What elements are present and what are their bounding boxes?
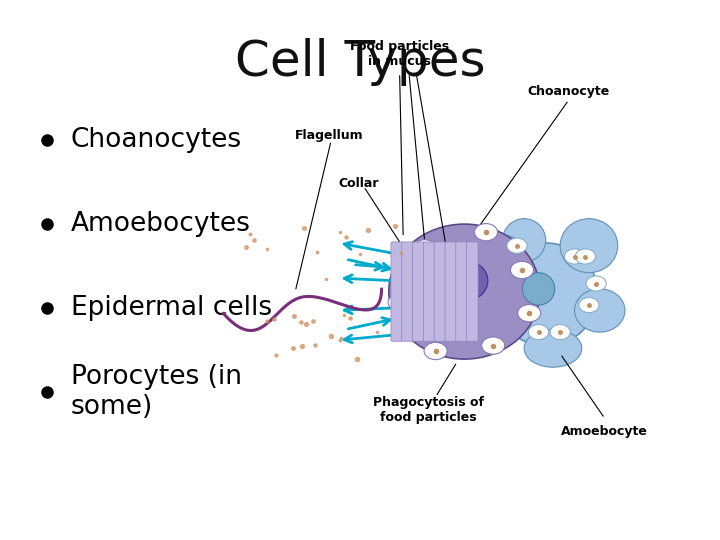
Text: Food particles
in mucus: Food particles in mucus — [350, 40, 449, 68]
Ellipse shape — [522, 273, 554, 305]
Circle shape — [413, 240, 436, 257]
FancyBboxPatch shape — [467, 242, 478, 341]
Ellipse shape — [448, 262, 488, 300]
Circle shape — [550, 325, 570, 340]
Text: Collar: Collar — [338, 177, 379, 190]
Circle shape — [564, 249, 585, 264]
Ellipse shape — [524, 329, 582, 367]
Text: Phagocytosis of
food particles: Phagocytosis of food particles — [373, 396, 484, 424]
FancyBboxPatch shape — [456, 242, 467, 341]
Text: Cell Types: Cell Types — [235, 38, 485, 86]
Circle shape — [424, 342, 447, 360]
FancyBboxPatch shape — [434, 242, 446, 341]
FancyBboxPatch shape — [413, 242, 424, 341]
Circle shape — [482, 337, 505, 354]
Ellipse shape — [575, 289, 625, 332]
Text: Choanocytes: Choanocytes — [71, 127, 242, 153]
Text: Amoebocyte: Amoebocyte — [562, 426, 648, 438]
Text: Flagellum: Flagellum — [295, 129, 364, 141]
Text: Porocytes (in
some): Porocytes (in some) — [71, 363, 242, 420]
Circle shape — [474, 224, 498, 241]
Ellipse shape — [560, 219, 618, 273]
Circle shape — [518, 305, 541, 322]
Ellipse shape — [389, 224, 540, 359]
Circle shape — [528, 325, 549, 340]
Circle shape — [388, 294, 411, 311]
Text: Epidermal cells: Epidermal cells — [71, 295, 271, 321]
FancyBboxPatch shape — [423, 242, 435, 341]
Ellipse shape — [503, 219, 546, 262]
Circle shape — [510, 261, 534, 279]
FancyBboxPatch shape — [391, 242, 402, 341]
Ellipse shape — [481, 235, 524, 278]
Ellipse shape — [494, 243, 598, 346]
Text: Amoebocytes: Amoebocytes — [71, 211, 251, 237]
Text: Choanocyte: Choanocyte — [528, 85, 610, 98]
FancyBboxPatch shape — [402, 242, 413, 341]
Circle shape — [507, 238, 527, 253]
FancyBboxPatch shape — [445, 242, 456, 341]
Circle shape — [579, 298, 599, 313]
Circle shape — [586, 276, 606, 291]
Circle shape — [575, 249, 595, 264]
